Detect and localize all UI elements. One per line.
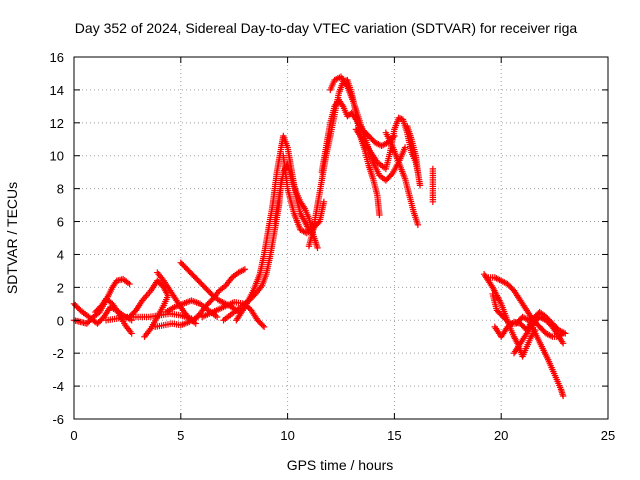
data-point bbox=[127, 312, 135, 319]
data-point bbox=[416, 182, 424, 189]
axis-ticks: 0 5 10 15 20 25 -6 -4 -2 0 2 4 6 8 10 12 14 16 bbox=[50, 50, 616, 443]
data-point bbox=[315, 219, 322, 227]
y-tick-label: -6 bbox=[52, 412, 64, 427]
data-point bbox=[213, 313, 221, 321]
data-point bbox=[126, 280, 133, 288]
y-tick-label: -4 bbox=[52, 379, 64, 394]
data-point bbox=[414, 221, 422, 229]
y-tick-label: 8 bbox=[57, 182, 64, 197]
x-tick-label: 5 bbox=[177, 428, 184, 443]
data-point bbox=[126, 313, 133, 321]
y-tick-label: 6 bbox=[57, 215, 64, 230]
x-tick-label: 10 bbox=[280, 428, 294, 443]
data-point bbox=[241, 266, 249, 273]
y-tick-label: 10 bbox=[50, 149, 64, 164]
data-point bbox=[559, 340, 567, 347]
data-point bbox=[376, 211, 383, 219]
x-tick-label: 25 bbox=[601, 428, 615, 443]
data-point bbox=[260, 323, 268, 331]
data-point bbox=[562, 330, 569, 337]
data-point bbox=[401, 144, 409, 151]
y-tick-label: 12 bbox=[50, 116, 64, 131]
grid bbox=[74, 57, 608, 419]
plot-frame bbox=[73, 56, 609, 420]
y-tick-label: 14 bbox=[50, 83, 64, 98]
data-point bbox=[259, 322, 267, 329]
data-point bbox=[314, 244, 321, 252]
y-tick-label: 16 bbox=[50, 50, 64, 65]
data-point bbox=[192, 320, 199, 327]
data-point bbox=[559, 392, 567, 400]
data-marks bbox=[70, 73, 569, 400]
data-point bbox=[320, 198, 328, 205]
x-tick-label: 15 bbox=[387, 428, 401, 443]
y-tick-label: 0 bbox=[57, 313, 64, 328]
data-point bbox=[387, 171, 395, 179]
data-point bbox=[429, 198, 437, 205]
x-tick-label: 20 bbox=[494, 428, 508, 443]
x-axis-label: GPS time / hours bbox=[287, 457, 394, 473]
x-tick-label: 0 bbox=[70, 428, 77, 443]
chart-title: Day 352 of 2024, Sidereal Day-to-day VTE… bbox=[75, 20, 578, 36]
y-axis-label: SDTVAR / TECUs bbox=[4, 182, 20, 294]
y-tick-label: -2 bbox=[52, 346, 64, 361]
data-point bbox=[128, 330, 135, 337]
y-tick-label: 2 bbox=[57, 280, 64, 295]
y-tick-label: 4 bbox=[57, 247, 64, 262]
